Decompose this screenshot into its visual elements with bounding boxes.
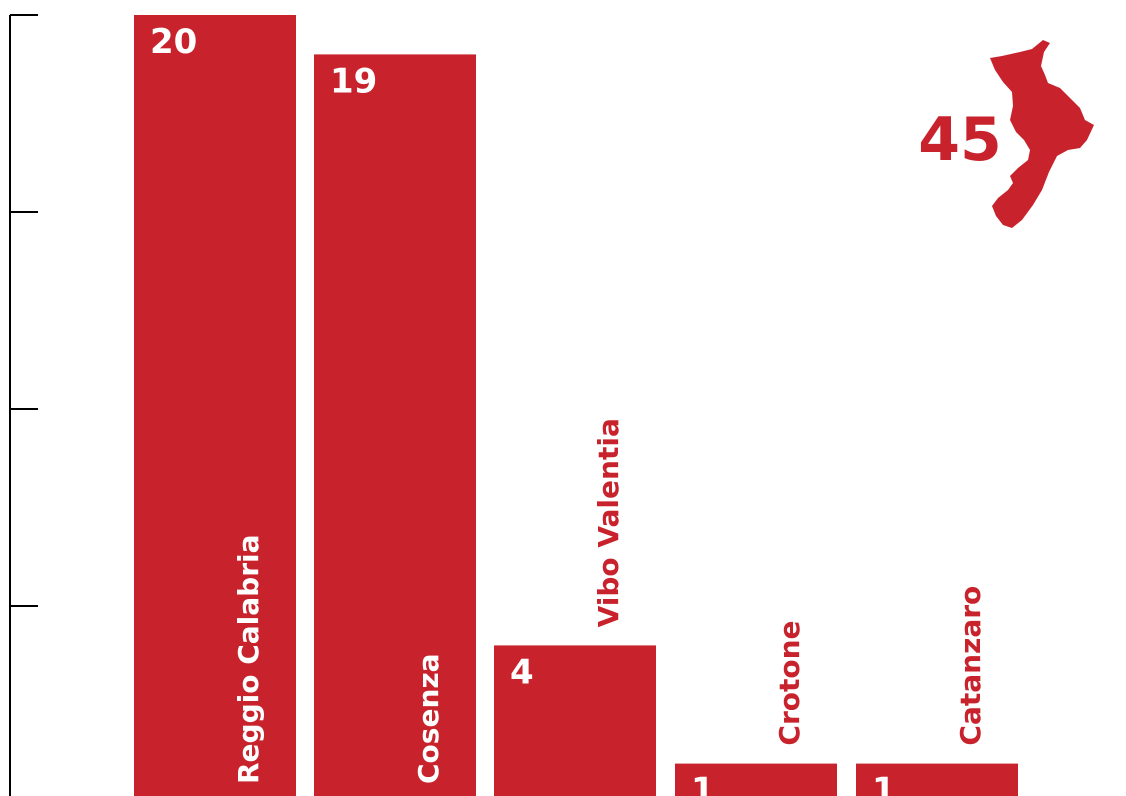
- total-count: 45: [918, 105, 1002, 175]
- category-label: Crotone: [773, 620, 806, 745]
- category-label: Vibo Valentia: [592, 418, 625, 627]
- category-label: Reggio Calabria: [232, 535, 265, 785]
- bar-value-label: 1: [872, 771, 896, 796]
- bar-value-label: 1: [691, 771, 715, 796]
- bar: [314, 54, 476, 796]
- calabria-map-icon: [990, 40, 1094, 228]
- bar: [134, 15, 296, 796]
- bar: [856, 763, 1018, 796]
- y-axis: [9, 14, 38, 796]
- category-label: Catanzaro: [954, 586, 987, 746]
- bar: [494, 645, 656, 796]
- bar-value-label: 20: [150, 22, 197, 62]
- region-map-group: 45: [918, 40, 1094, 228]
- bars: 20 Reggio Calabria 19 Cosenza 4 Vibo Valentia…: [134, 15, 1018, 796]
- category-label: Cosenza: [412, 653, 445, 784]
- bar-value-label: 19: [330, 61, 377, 101]
- bar-value-label: 4: [510, 652, 534, 692]
- bar: [675, 763, 837, 796]
